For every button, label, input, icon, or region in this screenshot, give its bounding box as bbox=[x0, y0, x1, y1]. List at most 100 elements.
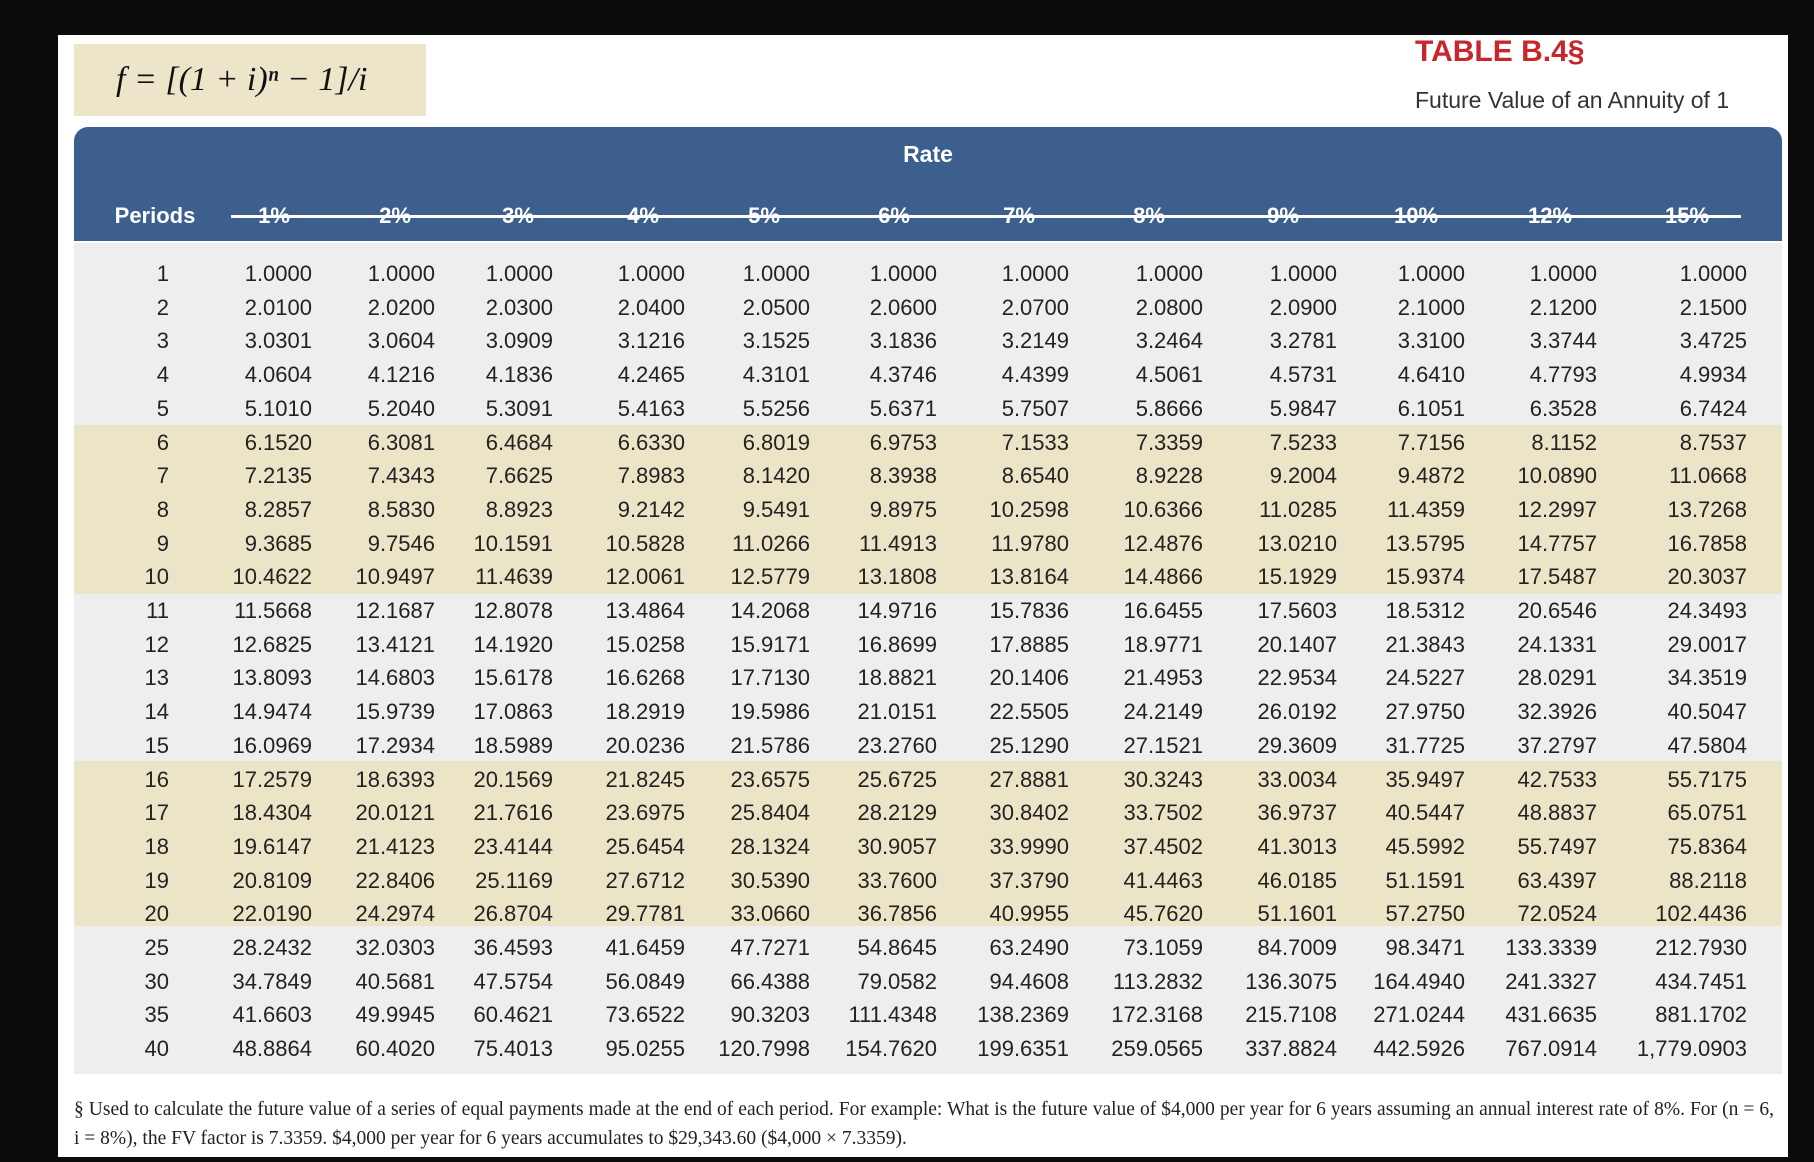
value-cell: 11.4639 bbox=[475, 564, 553, 590]
value-cell: 17.2934 bbox=[355, 732, 435, 758]
value-cell: 7.2135 bbox=[244, 463, 312, 489]
header-band: Rate bbox=[74, 127, 1782, 241]
value-cell: 4.1216 bbox=[367, 362, 435, 388]
period-cell: 35 bbox=[144, 1002, 169, 1028]
value-cell: 212.7930 bbox=[1655, 935, 1747, 960]
value-cell: 19.6147 bbox=[232, 833, 312, 859]
value-cell: 29.7781 bbox=[605, 901, 685, 927]
row-group bbox=[74, 926, 1782, 1074]
value-cell: 3.2781 bbox=[1269, 328, 1337, 354]
value-cell: 23.6975 bbox=[605, 800, 685, 826]
value-cell: 13.4864 bbox=[605, 598, 685, 623]
value-cell: 881.1702 bbox=[1655, 1002, 1747, 1028]
table-title: TABLE B.4§ bbox=[1415, 35, 1585, 68]
value-cell: 40.9955 bbox=[989, 901, 1069, 927]
value-cell: 5.3091 bbox=[485, 395, 553, 421]
value-cell: 33.9990 bbox=[989, 833, 1069, 859]
value-cell: 22.0190 bbox=[232, 901, 312, 927]
value-cell: 138.2369 bbox=[977, 1002, 1069, 1028]
period-cell: 40 bbox=[144, 1036, 169, 1062]
value-cell: 33.7502 bbox=[1123, 800, 1203, 826]
value-cell: 8.8923 bbox=[485, 496, 553, 522]
value-cell: 3.1216 bbox=[617, 328, 685, 354]
value-cell: 2.0100 bbox=[244, 294, 312, 320]
value-cell: 25.6454 bbox=[605, 833, 685, 859]
row-group bbox=[74, 594, 1782, 761]
value-cell: 25.1290 bbox=[989, 732, 1069, 758]
value-cell: 24.2149 bbox=[1123, 699, 1203, 725]
value-cell: 45.5992 bbox=[1385, 833, 1465, 859]
value-cell: 32.0303 bbox=[355, 935, 435, 960]
value-cell: 3.1525 bbox=[742, 328, 810, 354]
value-cell: 25.8404 bbox=[730, 800, 810, 826]
value-cell: 11.0668 bbox=[1669, 463, 1747, 489]
value-cell: 14.1920 bbox=[473, 631, 553, 657]
value-cell: 12.6825 bbox=[232, 631, 312, 657]
value-cell: 133.3339 bbox=[1505, 935, 1597, 960]
value-cell: 136.3075 bbox=[1245, 968, 1337, 994]
value-cell: 8.5830 bbox=[367, 496, 435, 522]
value-cell: 11.0285 bbox=[1259, 496, 1337, 522]
value-cell: 15.7836 bbox=[989, 598, 1069, 623]
value-cell: 12.5779 bbox=[730, 564, 810, 590]
value-cell: 14.9474 bbox=[232, 699, 312, 725]
value-cell: 7.8983 bbox=[617, 463, 685, 489]
value-cell: 215.7108 bbox=[1245, 1002, 1337, 1028]
value-cell: 1,779.0903 bbox=[1636, 1036, 1747, 1062]
value-cell: 51.1591 bbox=[1385, 867, 1465, 893]
value-cell: 28.0291 bbox=[1517, 665, 1597, 691]
value-cell: 7.1533 bbox=[1001, 429, 1069, 455]
value-cell: 41.3013 bbox=[1257, 833, 1337, 859]
period-cell: 16 bbox=[144, 766, 169, 792]
value-cell: 98.3471 bbox=[1385, 935, 1465, 960]
value-cell: 40.5681 bbox=[355, 968, 435, 994]
value-cell: 14.6803 bbox=[355, 665, 435, 691]
value-cell: 18.2919 bbox=[605, 699, 685, 725]
period-cell: 15 bbox=[144, 732, 169, 758]
value-cell: 3.2464 bbox=[1135, 328, 1203, 354]
value-cell: 1.0000 bbox=[485, 261, 553, 286]
value-cell: 5.4163 bbox=[617, 395, 685, 421]
value-cell: 63.2490 bbox=[989, 935, 1069, 960]
value-cell: 14.7757 bbox=[1517, 530, 1597, 556]
value-cell: 2.0800 bbox=[1135, 294, 1203, 320]
value-cell: 2.0300 bbox=[485, 294, 553, 320]
column-header: 3% bbox=[502, 203, 534, 228]
value-cell: 63.4397 bbox=[1517, 867, 1597, 893]
value-cell: 13.0210 bbox=[1257, 530, 1337, 556]
value-cell: 13.8093 bbox=[232, 665, 312, 691]
value-cell: 2.0900 bbox=[1269, 294, 1337, 320]
value-cell: 2.0200 bbox=[367, 294, 435, 320]
value-cell: 66.4388 bbox=[730, 968, 810, 994]
value-cell: 13.4121 bbox=[355, 631, 435, 657]
value-cell: 36.7856 bbox=[857, 901, 937, 927]
value-cell: 4.5061 bbox=[1135, 362, 1203, 388]
value-cell: 10.5828 bbox=[605, 530, 685, 556]
value-cell: 30.9057 bbox=[857, 833, 937, 859]
value-cell: 12.8078 bbox=[473, 598, 553, 623]
value-cell: 36.9737 bbox=[1257, 800, 1337, 826]
value-cell: 20.1406 bbox=[989, 665, 1069, 691]
period-cell: 7 bbox=[156, 463, 169, 489]
value-cell: 1.0000 bbox=[1001, 261, 1069, 286]
value-cell: 2.0400 bbox=[617, 294, 685, 320]
header-rule bbox=[231, 215, 1741, 218]
value-cell: 12.2997 bbox=[1517, 496, 1597, 522]
period-cell: 13 bbox=[144, 665, 169, 691]
value-cell: 79.0582 bbox=[857, 968, 937, 994]
value-cell: 7.4343 bbox=[367, 463, 435, 489]
value-cell: 9.5491 bbox=[742, 496, 810, 522]
value-cell: 22.9534 bbox=[1257, 665, 1337, 691]
value-cell: 73.1059 bbox=[1123, 935, 1203, 960]
value-cell: 18.6393 bbox=[355, 766, 435, 792]
value-cell: 7.6625 bbox=[485, 463, 553, 489]
value-cell: 13.7268 bbox=[1667, 496, 1747, 522]
value-cell: 55.7497 bbox=[1517, 833, 1597, 859]
value-cell: 15.6178 bbox=[473, 665, 553, 691]
value-cell: 48.8837 bbox=[1517, 800, 1597, 826]
period-cell: 6 bbox=[156, 429, 169, 455]
period-cell: 14 bbox=[144, 699, 169, 725]
value-cell: 16.6455 bbox=[1123, 598, 1203, 623]
value-cell: 17.7130 bbox=[730, 665, 810, 691]
value-cell: 30.3243 bbox=[1123, 766, 1203, 792]
